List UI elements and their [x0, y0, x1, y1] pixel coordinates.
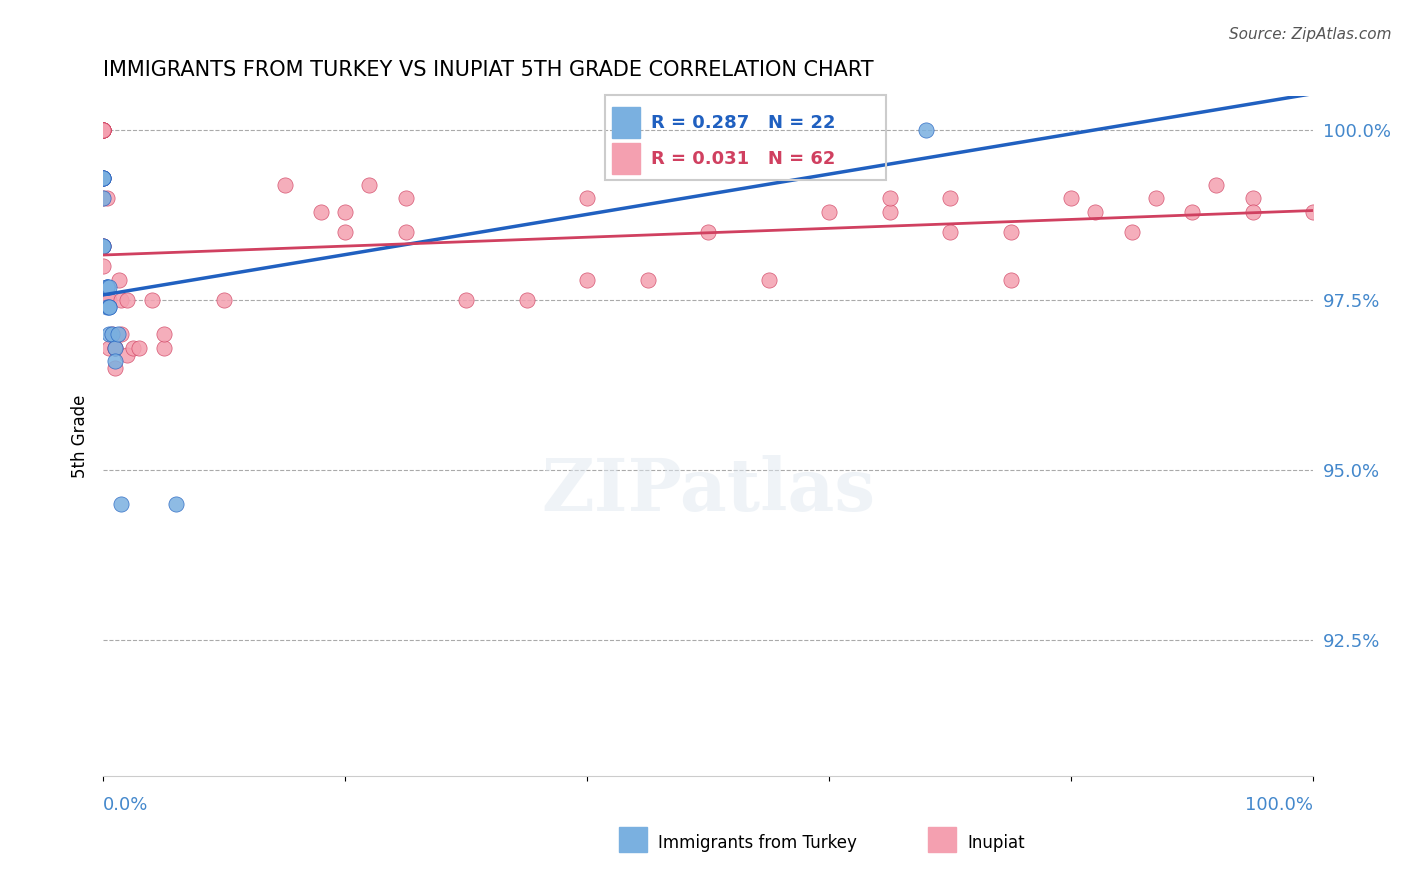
- Point: [939, 225, 962, 239]
- Point: [395, 225, 418, 239]
- Point: [91, 123, 114, 137]
- Point: [91, 239, 114, 253]
- Point: [108, 273, 131, 287]
- Point: [939, 191, 962, 205]
- Point: [1241, 191, 1264, 205]
- Point: [333, 205, 356, 219]
- Text: Immigrants from Turkey: Immigrants from Turkey: [658, 834, 856, 852]
- Point: [91, 191, 114, 205]
- Point: [96, 300, 118, 314]
- Point: [1302, 205, 1324, 219]
- Point: [1000, 225, 1022, 239]
- Point: [697, 225, 720, 239]
- Point: [1121, 225, 1143, 239]
- Point: [110, 293, 132, 308]
- Point: [110, 327, 132, 342]
- Point: [91, 123, 114, 137]
- Point: [98, 279, 121, 293]
- Point: [91, 171, 114, 186]
- Point: [91, 123, 114, 137]
- Point: [91, 260, 114, 274]
- Point: [98, 300, 121, 314]
- Text: R = 0.287   N = 22: R = 0.287 N = 22: [651, 114, 835, 132]
- Point: [309, 205, 332, 219]
- Text: Inupiat: Inupiat: [967, 834, 1025, 852]
- Point: [1060, 191, 1083, 205]
- Point: [879, 205, 901, 219]
- Point: [104, 341, 127, 355]
- Point: [91, 171, 114, 186]
- Point: [1144, 191, 1167, 205]
- Point: [637, 273, 659, 287]
- Point: [91, 239, 114, 253]
- Text: R = 0.031   N = 62: R = 0.031 N = 62: [651, 150, 835, 168]
- Point: [91, 123, 114, 137]
- Text: 0.0%: 0.0%: [103, 797, 149, 814]
- Point: [104, 341, 127, 355]
- Point: [117, 293, 139, 308]
- Point: [100, 327, 122, 342]
- Point: [122, 341, 145, 355]
- Y-axis label: 5th Grade: 5th Grade: [72, 394, 89, 478]
- Point: [1084, 205, 1107, 219]
- Point: [818, 205, 841, 219]
- Point: [91, 239, 114, 253]
- Text: 100.0%: 100.0%: [1246, 797, 1313, 814]
- Point: [98, 341, 121, 355]
- Point: [104, 361, 127, 376]
- Point: [96, 293, 118, 308]
- Point: [91, 239, 114, 253]
- Point: [98, 327, 121, 342]
- Point: [516, 293, 538, 308]
- Point: [273, 178, 295, 192]
- Point: [91, 123, 114, 137]
- Point: [758, 273, 780, 287]
- Point: [576, 273, 599, 287]
- Text: ZIPatlas: ZIPatlas: [541, 455, 876, 526]
- Point: [96, 279, 118, 293]
- Point: [96, 279, 118, 293]
- Point: [1181, 205, 1204, 219]
- Point: [107, 327, 129, 342]
- Point: [104, 354, 127, 368]
- Point: [128, 341, 150, 355]
- Point: [91, 123, 114, 137]
- Point: [1241, 205, 1264, 219]
- Point: [91, 171, 114, 186]
- Text: Source: ZipAtlas.com: Source: ZipAtlas.com: [1229, 27, 1392, 42]
- Point: [212, 293, 235, 308]
- Point: [915, 123, 938, 137]
- Point: [333, 225, 356, 239]
- Point: [91, 123, 114, 137]
- Point: [96, 191, 118, 205]
- Point: [110, 497, 132, 511]
- Point: [456, 293, 478, 308]
- Point: [576, 191, 599, 205]
- Point: [152, 341, 174, 355]
- Point: [141, 293, 163, 308]
- Point: [1000, 273, 1022, 287]
- Point: [1205, 178, 1227, 192]
- Point: [359, 178, 381, 192]
- Point: [117, 348, 139, 362]
- Point: [165, 497, 187, 511]
- Point: [104, 341, 127, 355]
- Point: [91, 171, 114, 186]
- Point: [98, 300, 121, 314]
- Point: [879, 191, 901, 205]
- Point: [96, 279, 118, 293]
- Point: [91, 123, 114, 137]
- Point: [91, 191, 114, 205]
- Point: [91, 171, 114, 186]
- Point: [100, 327, 122, 342]
- Point: [152, 327, 174, 342]
- Text: IMMIGRANTS FROM TURKEY VS INUPIAT 5TH GRADE CORRELATION CHART: IMMIGRANTS FROM TURKEY VS INUPIAT 5TH GR…: [103, 60, 873, 79]
- Point: [98, 293, 121, 308]
- Point: [395, 191, 418, 205]
